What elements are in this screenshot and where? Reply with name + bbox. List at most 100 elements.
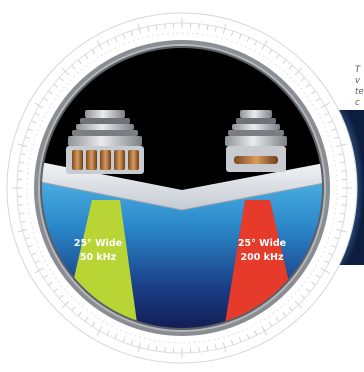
compass-tick (34, 267, 44, 274)
compass-tick (334, 236, 340, 240)
compass-tick (315, 97, 321, 102)
compass-tick (214, 344, 217, 350)
compass-tick (147, 26, 150, 32)
beam-right-frequency-label: 200 kHz (241, 252, 284, 263)
compass-tick (96, 326, 103, 336)
compass-tick (311, 281, 316, 286)
compass-tick (331, 244, 337, 248)
compass-tick (275, 317, 280, 322)
compass-tick (311, 90, 316, 95)
compass-tick (71, 306, 76, 311)
beam-left-angle-label: 25° Wide (74, 238, 122, 249)
compass-tick (114, 37, 118, 43)
compass-tick (84, 54, 89, 59)
compass-tick (268, 49, 273, 55)
compass-tick (137, 342, 142, 353)
compass-tick (268, 321, 273, 327)
compass-tick (137, 23, 142, 34)
compass-tick (222, 23, 227, 34)
compass-tick (59, 294, 64, 299)
compass-tick (20, 153, 26, 156)
compass-tick (17, 143, 28, 148)
compass-tick (300, 77, 305, 82)
transducer-right (225, 110, 287, 172)
compass-tick (17, 204, 23, 206)
compass-tick (24, 236, 30, 240)
compass-tick (254, 330, 258, 336)
compass-tick (34, 102, 44, 109)
compass-tick (238, 33, 242, 39)
compass-tick (294, 300, 303, 309)
compass-tick (155, 24, 158, 31)
compass-tick (341, 170, 347, 172)
compass-tick (122, 33, 126, 39)
compass-tick (338, 220, 344, 223)
compass-tick (306, 83, 311, 88)
compass-tick (130, 340, 134, 346)
beam-right-angle-label: 25° Wide (238, 238, 286, 249)
compass-tick (130, 30, 134, 36)
compass-tick (300, 294, 305, 299)
compass-tick (306, 288, 311, 293)
compass-tick (106, 330, 110, 336)
compass-tick (147, 344, 150, 350)
side-text-line: c (355, 98, 360, 108)
compass-tick (294, 67, 303, 76)
compass-tick (34, 112, 40, 116)
side-text-line: v (355, 76, 361, 86)
compass-tick (336, 143, 347, 148)
compass-tick (320, 102, 330, 109)
compass-tick (341, 204, 347, 206)
compass-tick (230, 30, 234, 36)
compass-tick (27, 244, 33, 248)
compass-tick (17, 228, 28, 233)
compass-tick (331, 128, 337, 132)
compass-tick (31, 120, 37, 124)
compass-tick (246, 333, 250, 339)
transducer-narrow-element-icon (234, 156, 278, 164)
compass-tick (18, 161, 25, 164)
compass-tick (222, 342, 227, 353)
compass-tick (206, 345, 209, 352)
compass-tick (198, 347, 200, 353)
compass-tick (324, 112, 330, 116)
compass-tick (164, 347, 166, 353)
compass-tick (61, 67, 70, 76)
compass-tick (43, 97, 49, 102)
compass-tick (71, 65, 76, 70)
compass-tick (17, 170, 23, 172)
side-description-text: T v te c (355, 65, 364, 108)
compass-tick (334, 136, 340, 140)
beam-left-frequency-label: 50 kHz (80, 252, 117, 263)
compass-tick (164, 23, 166, 29)
compass-tick (246, 37, 250, 43)
transducer-left (66, 110, 144, 174)
compass-tick (230, 340, 234, 346)
transducer-wide-element-icon (72, 150, 139, 170)
compass-tick (282, 312, 287, 317)
compass-tick (327, 120, 333, 124)
boat-hull (41, 160, 323, 210)
compass-tick (324, 260, 330, 264)
compass-tick (315, 274, 321, 279)
compass-tick (48, 281, 53, 286)
compass-tick (24, 136, 30, 140)
compass-tick (338, 153, 344, 156)
compass-tick (122, 337, 126, 343)
compass-tick (77, 59, 82, 64)
compass-tick (18, 212, 25, 215)
compass-tick (61, 300, 70, 309)
compass-tick (339, 161, 346, 164)
compass-tick (34, 260, 40, 264)
compass-tick (282, 59, 287, 64)
compass-tick (84, 317, 89, 322)
compass-tick (254, 40, 258, 46)
compass-tick (91, 49, 96, 55)
compass-tick (20, 220, 26, 223)
compass-tick (238, 337, 242, 343)
compass-tick (77, 312, 82, 317)
compass-tick (261, 40, 268, 50)
compass-tick (214, 26, 217, 32)
compass-tick (96, 40, 103, 50)
